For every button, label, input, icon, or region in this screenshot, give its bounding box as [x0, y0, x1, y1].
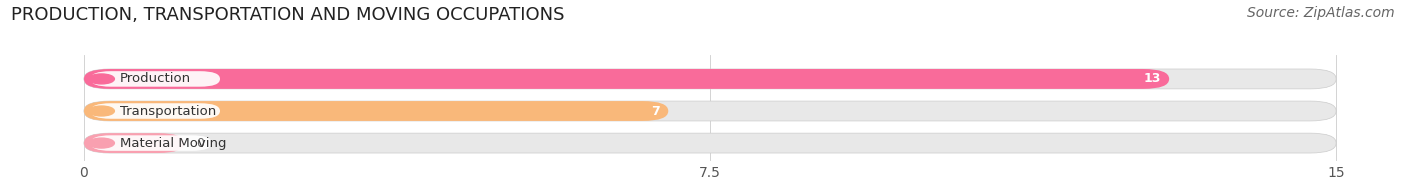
FancyBboxPatch shape — [84, 69, 1170, 89]
FancyBboxPatch shape — [90, 103, 219, 119]
Text: Material Moving: Material Moving — [120, 137, 226, 150]
Text: Source: ZipAtlas.com: Source: ZipAtlas.com — [1247, 6, 1395, 20]
Text: 13: 13 — [1143, 73, 1161, 85]
FancyBboxPatch shape — [90, 135, 212, 151]
Circle shape — [89, 138, 114, 148]
FancyBboxPatch shape — [90, 71, 219, 87]
FancyBboxPatch shape — [84, 69, 1336, 89]
Circle shape — [89, 74, 114, 84]
FancyBboxPatch shape — [84, 101, 668, 121]
Text: 0: 0 — [197, 137, 205, 150]
FancyBboxPatch shape — [84, 101, 1336, 121]
Text: Production: Production — [120, 73, 191, 85]
Circle shape — [89, 106, 114, 116]
Text: Transportation: Transportation — [120, 104, 217, 118]
Text: 7: 7 — [651, 104, 659, 118]
Text: PRODUCTION, TRANSPORTATION AND MOVING OCCUPATIONS: PRODUCTION, TRANSPORTATION AND MOVING OC… — [11, 6, 565, 24]
FancyBboxPatch shape — [84, 133, 1336, 153]
FancyBboxPatch shape — [84, 133, 184, 153]
